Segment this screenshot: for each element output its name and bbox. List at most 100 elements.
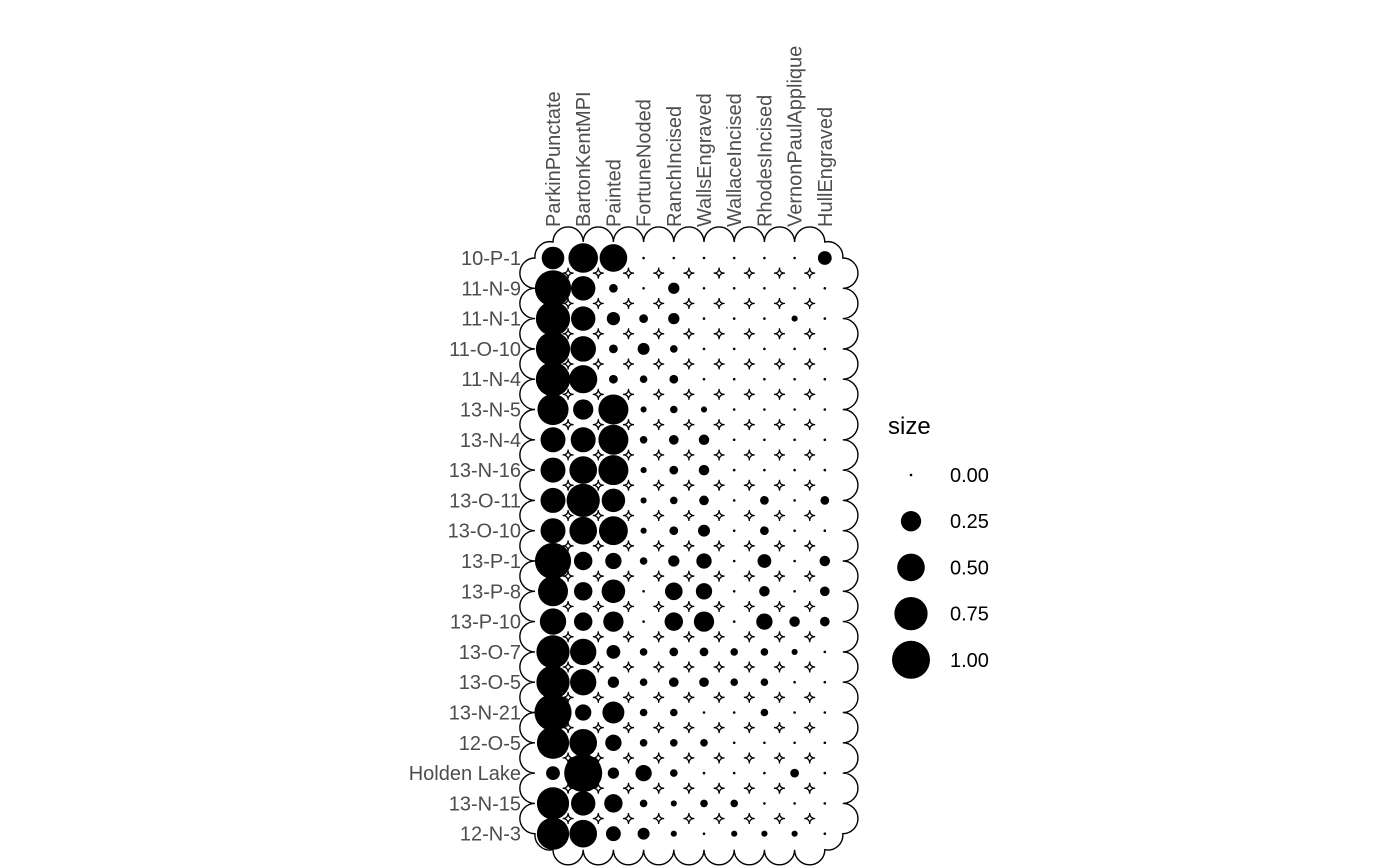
diamond-marker [804, 267, 816, 279]
diamond-marker [622, 328, 635, 340]
data-dot [664, 582, 683, 601]
data-dot [823, 680, 827, 684]
diamond-marker [773, 661, 786, 673]
diamond-marker [713, 297, 725, 309]
data-dot [639, 436, 648, 444]
data-dot [569, 456, 598, 484]
data-dot [601, 579, 626, 604]
diamond-marker [773, 449, 786, 461]
data-dot [640, 467, 647, 474]
diamond-marker [743, 328, 755, 340]
legend-title: size [888, 413, 931, 440]
data-dot [700, 799, 708, 808]
legend-key [909, 473, 913, 477]
data-dot [534, 542, 572, 580]
data-dot [536, 787, 570, 820]
diamond-marker [804, 570, 816, 582]
data-dot [639, 739, 648, 747]
data-dot [761, 830, 768, 837]
diamond-marker [804, 813, 816, 825]
data-dot [669, 526, 679, 536]
diamond-marker [773, 813, 786, 825]
diamond-marker [622, 691, 635, 703]
data-dot [668, 312, 680, 325]
row-label: 11-N-4 [461, 369, 521, 391]
data-dot [791, 830, 798, 837]
data-dot [568, 243, 598, 273]
diamond-marker [773, 631, 786, 643]
diamond-marker [562, 600, 574, 612]
diamond-marker [562, 813, 574, 825]
data-dot [823, 377, 827, 381]
diamond-marker [683, 419, 695, 431]
diamond-marker [562, 510, 574, 522]
diamond-marker [804, 510, 816, 522]
data-dot [540, 427, 566, 453]
data-dot [670, 708, 678, 717]
data-dot [604, 794, 623, 813]
data-dot [670, 800, 677, 807]
column-label: Painted [603, 159, 625, 227]
data-dot [570, 669, 597, 696]
diamond-marker [713, 600, 725, 612]
data-dot [693, 611, 715, 632]
diamond-marker [683, 267, 695, 279]
data-dot [670, 345, 678, 353]
data-dot [760, 678, 769, 686]
column-label: VernonPaulApplique [785, 46, 807, 227]
data-dot [702, 317, 706, 320]
column-label: WallsEngraved [694, 93, 716, 227]
data-dot [732, 559, 736, 563]
data-dot [598, 394, 629, 425]
diamond-marker [743, 388, 755, 400]
column-label: RhodesIncised [754, 95, 776, 227]
diamond-marker [804, 661, 816, 673]
diamond-marker [743, 752, 755, 764]
diamond-marker [592, 631, 604, 643]
diamond-marker [562, 661, 574, 673]
diamond-marker [683, 449, 695, 461]
diamond-marker [592, 449, 604, 461]
diamond-marker [653, 570, 665, 582]
legend-label: 0.00 [950, 465, 989, 487]
row-labels: 10-P-1 11-N-9 11-N-1 11-O-10 11-N-4 13-N-5 13-… [409, 248, 521, 846]
data-dot [760, 648, 769, 656]
row-label: 12-O-5 [459, 733, 521, 755]
diamond-marker [562, 297, 574, 309]
diamond-marker [592, 388, 604, 400]
data-dot [732, 317, 736, 320]
data-dot [823, 438, 827, 442]
diamond-marker [683, 297, 695, 309]
diamond-marker [804, 358, 816, 370]
diamond-marker [592, 267, 604, 279]
data-dot [570, 306, 596, 331]
data-dot [793, 287, 796, 290]
data-dot [763, 256, 766, 260]
diamond-marker [653, 510, 665, 522]
legend-label: 0.75 [950, 604, 989, 626]
diamond-marker [804, 782, 816, 794]
legend-key [897, 553, 925, 582]
data-dot [823, 317, 827, 320]
data-dot [639, 799, 648, 808]
data-dot [609, 374, 618, 384]
diamond-marker [773, 419, 786, 431]
diamond-marker [653, 419, 665, 431]
data-dot [793, 377, 796, 381]
legend-label: 0.25 [950, 511, 989, 533]
diamond-marker [804, 631, 816, 643]
diamond-marker [713, 419, 725, 431]
diamond-marker [683, 631, 695, 643]
row-label: 13-N-15 [449, 793, 521, 815]
data-dot [702, 287, 706, 290]
data-dot [695, 583, 713, 600]
data-dot [573, 551, 593, 571]
data-dot [823, 287, 827, 290]
diamond-marker [653, 722, 665, 734]
diamond-marker [713, 388, 725, 400]
data-dot [699, 677, 709, 688]
data-dot [793, 741, 796, 745]
diamond-marker [743, 661, 755, 673]
diamond-marker [683, 328, 695, 340]
diamond-marker [683, 388, 695, 400]
